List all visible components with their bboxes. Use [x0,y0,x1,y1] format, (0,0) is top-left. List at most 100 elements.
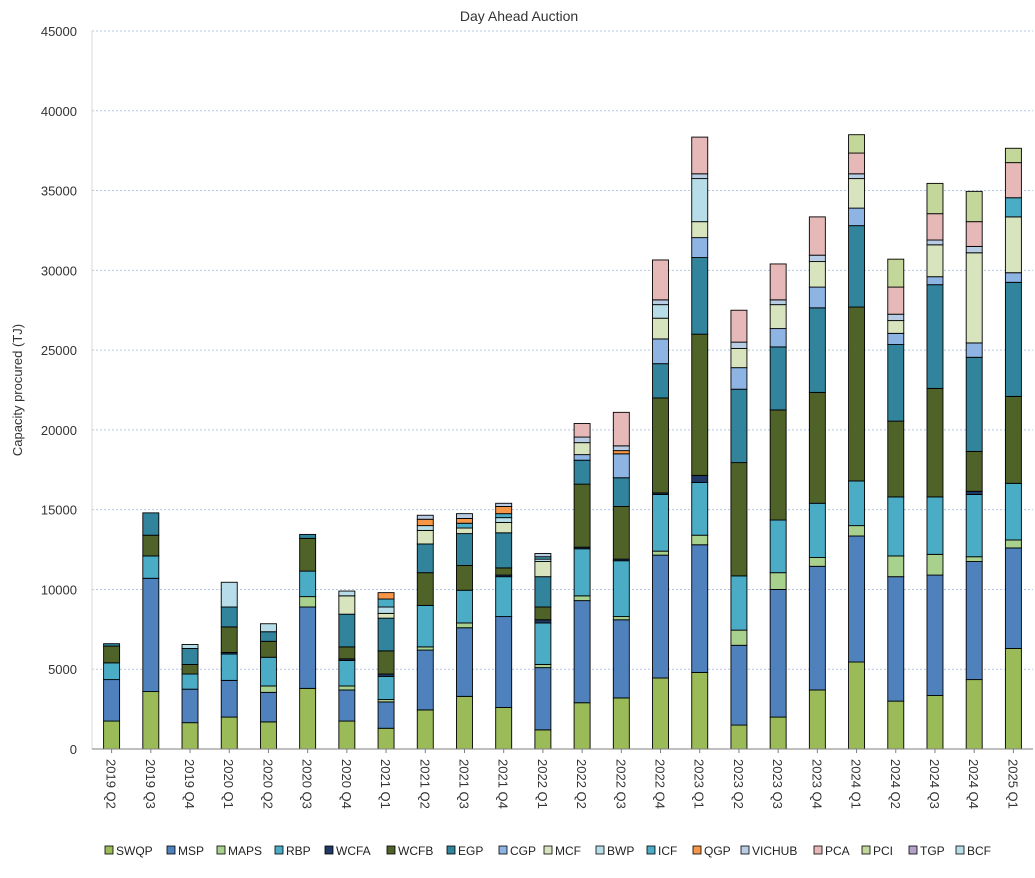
bar-segment-cgp [573,454,591,461]
bar-segment-qgp [456,517,473,524]
bar-segment-wcfb [612,506,630,560]
legend-item-rbp: RBP [274,844,311,858]
x-tick-label: 2023 Q1 [692,759,707,809]
bar-segment-rbp [259,656,277,687]
legend-label: BCF [967,844,991,858]
bar-segment-rbp [534,622,552,665]
bar-segment-rbp [416,604,434,648]
bar-segment-cgp [730,367,748,390]
bar-segment-egp [259,631,277,642]
bar-segment-swqp [103,720,121,750]
x-tick-label: 2019 Q3 [143,759,158,809]
x-tick-label: 2022 Q4 [653,759,668,809]
legend-label: VICHUB [752,844,797,858]
bar-segment-rbp [926,496,944,555]
bar-segment-egp [495,532,513,569]
legend-item-egp: EGP [446,844,483,858]
bar-segment-swqp [573,702,591,750]
bar-segment-pca [887,286,905,315]
legend-item-pca: PCA [813,844,850,858]
legend-item-pci: PCI [861,844,893,858]
bar-segment-wcfa [691,474,709,483]
bar-segment-rbp [652,494,669,552]
y-tick-label: 20000 [41,423,77,438]
bar-segment-swqp [338,720,356,750]
legend-swatch [386,845,396,855]
bar-segment-mcf [456,527,473,535]
legend-label: CGP [510,844,536,858]
bar-segment-vichub [573,436,591,444]
y-tick-label: 5000 [48,662,77,677]
bar-segment-msp [573,600,591,704]
bar-segment-maps [534,663,552,669]
legend-swatch [646,845,656,855]
bar-segment-swqp [691,671,709,750]
bar-segment-pca [848,152,866,175]
bar-segment-msp [769,588,787,718]
bar-segment-pca [652,259,669,301]
bar-segment-vichub [769,299,787,306]
bar-segment-msp [887,576,905,702]
bar-segment-msp [299,606,317,689]
bar-segment-wcfb [1004,395,1022,484]
x-tick-label: 2021 Q1 [378,759,393,809]
bar-segment-wcfb [259,640,277,658]
bar-segment-egp [181,648,199,665]
bar-segment-swqp [220,716,238,750]
bar-segment-maps [259,685,277,693]
bar-segment-rbp [456,589,473,624]
bar-segment-pca [691,136,709,175]
legend-label: QGP [704,844,731,858]
bar-segment-egp [534,576,552,608]
bar-segment-pci [848,134,866,154]
y-tick-label: 0 [70,742,77,757]
bar-segment-msp [612,619,630,699]
bar-segment-pci [926,182,944,215]
bar-segment-msp [103,679,121,722]
legend-swatch [498,845,508,855]
bar-segment-egp [142,512,160,536]
bar-segment-pca [573,423,591,438]
bar-segment-maps [848,525,866,537]
bar-segment-pca [1004,162,1022,199]
bar-segment-egp [887,344,905,422]
bar-segment-vichub [730,341,748,349]
legend-label: PCA [825,844,850,858]
bar-segment-bwp [495,517,513,523]
x-tick-label: 2019 Q4 [182,759,197,809]
bar-segment-rbp [1004,482,1022,541]
bar-segment-maps [1004,539,1022,549]
bar-segment-rbp [573,548,591,597]
legend-item-vichub: VICHUB [740,844,797,858]
y-tick-label: 35000 [41,184,77,199]
bar-segment-rbp [103,662,121,681]
bar-segment-icf [495,513,513,519]
bar-segment-rbp [142,555,160,579]
bar-segment-wcfa [534,619,552,624]
bar-segment-vichub [691,173,709,180]
y-tick-label: 40000 [41,104,77,119]
bar-segment-wcfb [103,645,121,664]
legend-item-wcfb: WCFB [386,844,433,858]
bar-segment-egp [612,477,630,507]
bar-segment-mcf [848,178,866,209]
bar-segment-rbp [220,653,238,681]
bar-segment-qgp [377,592,395,600]
bar-segment-bwp [259,623,277,633]
bar-segment-swqp [416,709,434,750]
x-tick-label: 2020 Q4 [339,759,354,809]
gridlines [91,30,1033,749]
bar-segment-egp [652,363,669,399]
bar-segment-wcfb [377,650,395,675]
chart-title: Day Ahead Auction [460,8,578,24]
x-tick-label: 2022 Q2 [574,759,589,809]
bar-segment-maps [612,616,630,621]
bar-segment-mcf [652,317,669,340]
bar-segment-egp [338,613,356,648]
bar-segment-wcfb [848,306,866,482]
bar-segment-rbp [848,480,866,527]
legend-label: MAPS [228,844,262,858]
bar-segment-vichub [495,502,513,507]
bar-segment-msp [848,535,866,663]
bar-segment-swqp [926,695,944,750]
